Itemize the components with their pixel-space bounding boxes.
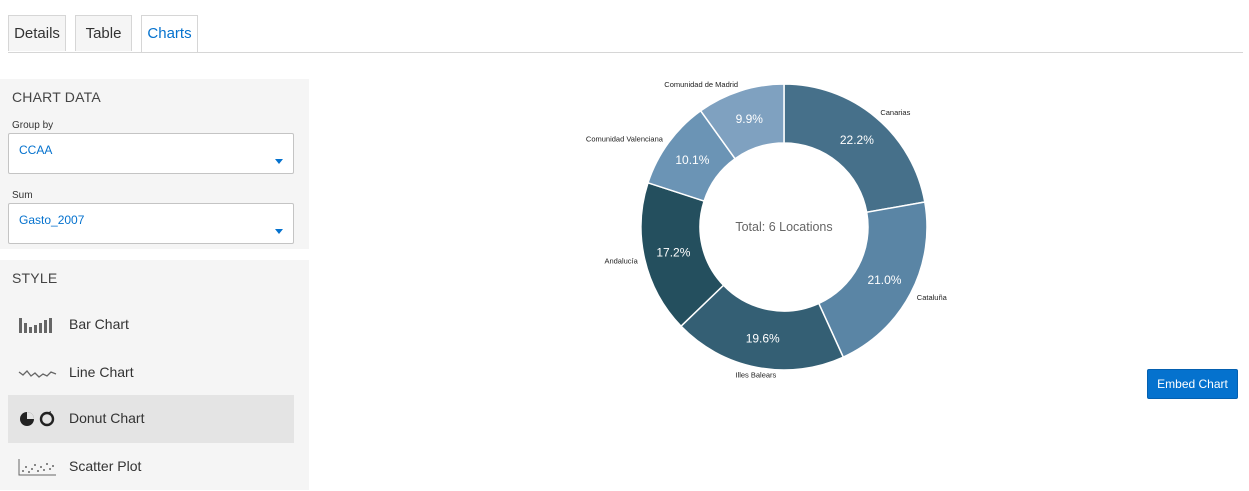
slice-percent-label: 9.9% (736, 112, 764, 126)
style-option-donut-chart[interactable]: Donut Chart (8, 395, 294, 443)
slice-name-label: Canarias (880, 108, 910, 117)
group-by-label: Group by (12, 120, 54, 131)
style-option-line-chart[interactable]: Line Chart (8, 349, 294, 397)
style-option-scatter-plot[interactable]: Scatter Plot (8, 443, 294, 491)
center-label: Total: 6 Locations (735, 220, 832, 234)
style-title: STYLE (12, 270, 58, 286)
chart-data-panel: CHART DATA Group by CCAA Sum Gasto_2007 (0, 79, 309, 249)
tab-bar: Details Table Charts (8, 15, 1243, 53)
donut-slice[interactable] (783, 83, 926, 214)
slice-name-label: Cataluña (917, 293, 948, 302)
chart-data-title: CHART DATA (12, 89, 101, 105)
slice-percent-label: 21.0% (867, 273, 901, 287)
embed-chart-button[interactable]: Embed Chart (1147, 369, 1238, 399)
chevron-down-icon (275, 159, 283, 164)
sum-value: Gasto_2007 (19, 213, 85, 227)
donut-chart: 22.2% Canarias 21.0% Cataluña 19.6% Illes Bal… (586, 80, 948, 379)
sum-label: Sum (12, 190, 33, 201)
group-by-select[interactable]: CCAA (8, 133, 294, 174)
tab-details[interactable]: Details (8, 15, 66, 51)
slice-name-label: Illes Balears (735, 370, 776, 379)
slice-percent-label: 10.1% (675, 153, 709, 167)
slice-name-label: Comunidad de Madrid (664, 80, 738, 89)
slice-percent-label: 19.6% (746, 331, 780, 345)
group-by-value: CCAA (19, 143, 53, 157)
line-chart-icon (18, 370, 57, 378)
slice-percent-label: 22.2% (840, 133, 874, 147)
donut-chart-icon (20, 411, 55, 427)
style-option-bar-chart[interactable]: Bar Chart (8, 301, 294, 349)
style-option-label: Bar Chart (69, 316, 129, 332)
scatter-plot-icon (18, 459, 56, 476)
chevron-down-icon (275, 229, 283, 234)
style-option-label: Donut Chart (69, 410, 145, 426)
sum-select[interactable]: Gasto_2007 (8, 203, 294, 244)
style-option-label: Scatter Plot (69, 458, 142, 474)
style-panel: STYLE Bar Chart Line Chart Donut Chart (0, 260, 309, 490)
slice-name-label: Comunidad Valenciana (586, 134, 664, 143)
donut-slice[interactable] (699, 83, 785, 160)
slice-percent-label: 17.2% (656, 245, 690, 259)
style-option-label: Line Chart (69, 364, 134, 380)
slice-name-label: Andalucía (604, 257, 638, 266)
bar-chart-icon (19, 318, 52, 333)
tab-table[interactable]: Table (75, 15, 132, 51)
tab-charts[interactable]: Charts (141, 15, 198, 52)
